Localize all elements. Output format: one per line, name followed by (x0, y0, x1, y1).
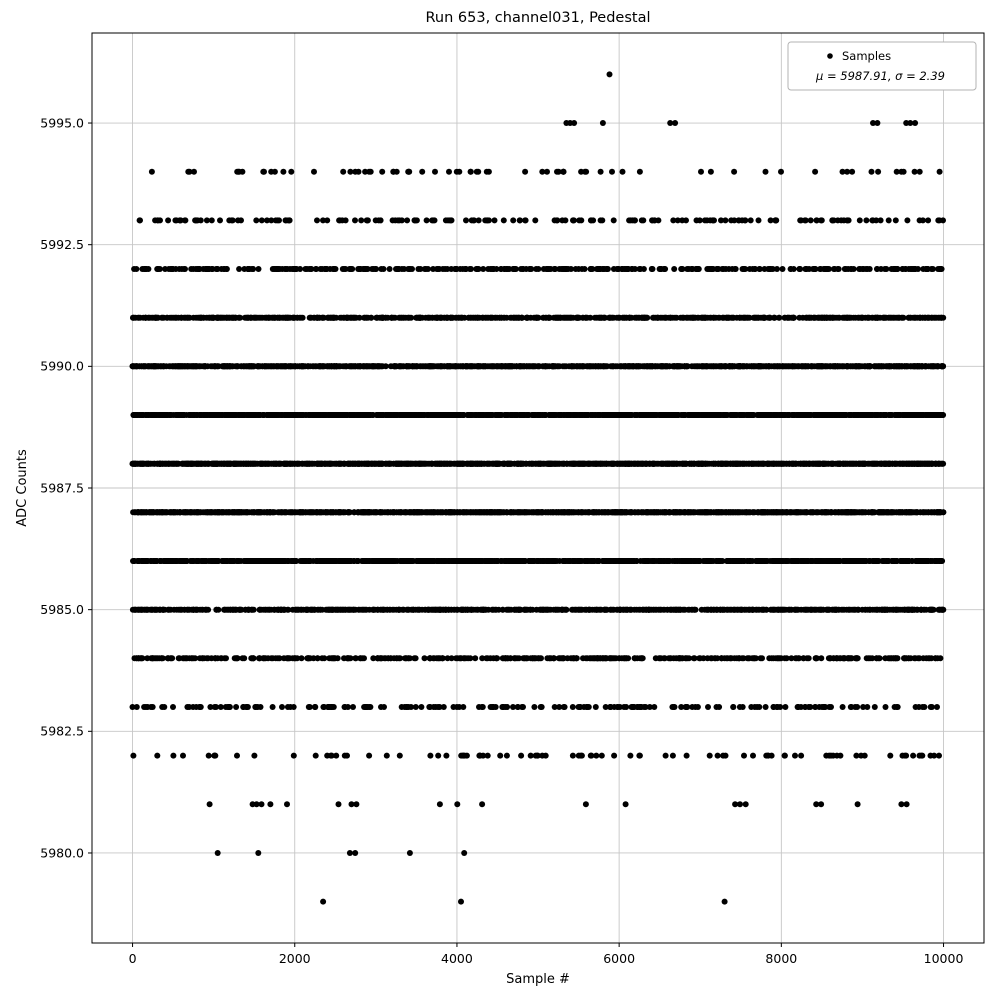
x-tick-label: 6000 (603, 951, 635, 966)
y-tick-label: 5985.0 (40, 602, 84, 617)
x-axis: 0 2000 4000 6000 8000 10000 (129, 943, 964, 966)
x-tick-label: 10000 (924, 951, 964, 966)
legend-samples-label: Samples (842, 49, 891, 63)
legend-stats-label: μ = 5987.91, σ = 2.39 (815, 69, 945, 83)
y-tick-label: 5990.0 (40, 359, 84, 374)
x-axis-label: Sample # (506, 972, 570, 987)
y-tick-label: 5995.0 (40, 115, 84, 130)
y-axis-label: ADC Counts (15, 449, 30, 527)
chart-title: Run 653, channel031, Pedestal (425, 10, 650, 26)
data-points (129, 71, 947, 905)
x-tick-label: 4000 (441, 951, 473, 966)
x-tick-label: 0 (129, 951, 137, 966)
x-tick-label: 2000 (279, 951, 311, 966)
legend: Samples μ = 5987.91, σ = 2.39 (787, 41, 977, 91)
y-tick-label: 5980.0 (40, 845, 84, 860)
legend-box (787, 41, 977, 91)
y-tick-label: 5987.5 (40, 480, 84, 495)
y-tick-label: 5982.5 (40, 724, 84, 739)
y-tick-label: 5992.5 (40, 237, 84, 252)
legend-marker-icon (827, 53, 833, 59)
y-axis: 5980.0 5982.5 5985.0 5987.5 5990.0 5992.5 5995… (40, 115, 92, 860)
x-tick-label: 8000 (765, 951, 797, 966)
